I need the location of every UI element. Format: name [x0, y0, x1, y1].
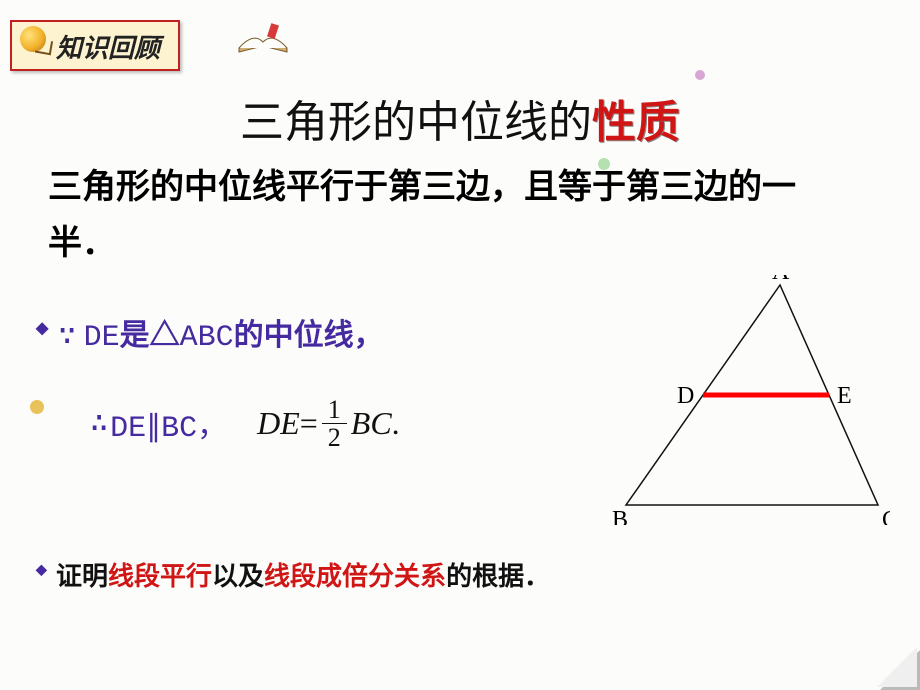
- conclusion-line: ∴ DE∥BC， DE = 1 2 BC.: [90, 396, 400, 452]
- formula-lhs: DE: [257, 405, 300, 442]
- globe-icon: [20, 26, 46, 52]
- svg-text:D: D: [677, 383, 694, 409]
- page-corner-icon: [880, 650, 920, 690]
- svg-text:C: C: [882, 507, 890, 525]
- title-prefix: 三角形的中位线的: [240, 98, 592, 147]
- premise-line: ∵ DE是△ABC的中位线，: [58, 310, 384, 355]
- text-midline: 的中位线，: [234, 319, 384, 352]
- fraction-half: 1 2: [322, 396, 347, 452]
- book-icon: [235, 18, 295, 58]
- formula-eq: =: [300, 405, 318, 442]
- deco-dot: [695, 70, 705, 80]
- svg-text:B: B: [612, 507, 628, 525]
- length-formula: DE = 1 2 BC.: [257, 396, 400, 452]
- svg-text:E: E: [837, 383, 852, 409]
- note-p1: 证明: [56, 562, 108, 591]
- triangle-abc: ABC: [180, 321, 234, 355]
- fraction-den: 2: [322, 424, 347, 451]
- note-p3: 的根据．: [446, 562, 550, 591]
- text-is: 是△: [120, 319, 180, 352]
- therefore-symbol: ∴: [90, 405, 108, 442]
- header-label: 知识回顾: [56, 34, 160, 63]
- note-r1: 线段平行: [108, 562, 212, 591]
- formula-rhs: BC: [351, 405, 392, 442]
- note-r2: 线段成倍分关系: [264, 562, 446, 591]
- deco-dot: [30, 400, 44, 414]
- title-highlight: 性质: [592, 98, 680, 147]
- theorem-text: 三角形的中位线平行于第三边，且等于第三边的一半．: [48, 160, 860, 272]
- formula-period: .: [392, 405, 400, 442]
- usage-note: 证明线段平行以及线段成倍分关系的根据．: [56, 556, 550, 593]
- header-badge: 知识回顾: [10, 20, 180, 71]
- parallel-statement: DE∥BC，: [110, 401, 227, 446]
- fraction-num: 1: [322, 396, 347, 424]
- triangle-figure: A B C D E: [610, 275, 890, 525]
- svg-text:A: A: [772, 275, 790, 285]
- note-p2: 以及: [212, 562, 264, 591]
- because-symbol: ∵: [58, 321, 76, 355]
- segment-de: DE: [84, 321, 120, 355]
- slide-title: 三角形的中位线的性质: [0, 86, 920, 150]
